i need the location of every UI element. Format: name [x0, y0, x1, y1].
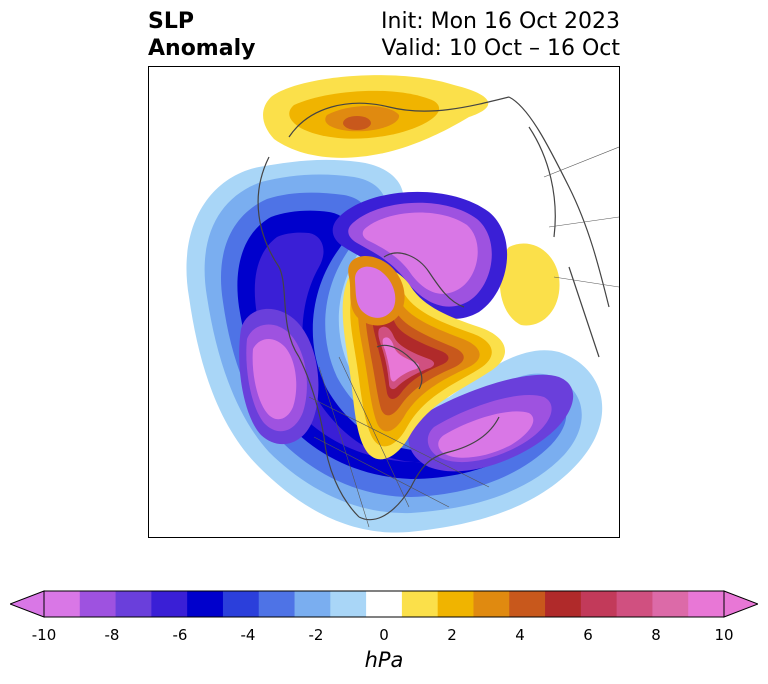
colorbar-tick-label: -4 — [240, 626, 256, 644]
colorbar-tick-label: -2 — [308, 626, 324, 644]
colorbar-tick-label: -6 — [172, 626, 188, 644]
colorbar-segment — [151, 591, 188, 617]
anomaly-high-asia — [499, 243, 560, 326]
colorbar-border — [43, 590, 725, 618]
colorbar-tick-label: -10 — [31, 626, 57, 644]
colorbar-segment — [509, 591, 546, 617]
colorbar-segment — [652, 591, 689, 617]
colorbar-segment — [688, 591, 725, 617]
colorbar-segment — [330, 591, 367, 617]
title-variable: SLP — [148, 9, 194, 34]
colorbar-segment — [616, 591, 653, 617]
colorbar-segment — [187, 591, 224, 617]
colorbar-segment — [44, 591, 81, 617]
colorbar-tick-label: 2 — [447, 626, 457, 644]
colorbar-segment — [580, 591, 618, 617]
colorbar-extend-max — [723, 590, 758, 618]
colorbar-segment — [115, 591, 152, 617]
colorbar-tick-label: 8 — [651, 626, 661, 644]
colorbar-segment — [258, 591, 296, 617]
colorbar-segment — [79, 591, 117, 617]
colorbar-tick-label: -8 — [104, 626, 120, 644]
colorbar-extend-min — [10, 590, 45, 618]
colorbar-segment — [437, 591, 474, 617]
chart-date-info: Init: Mon 16 Oct 2023 Valid: 10 Oct – 16… — [381, 8, 620, 62]
colorbar — [10, 590, 758, 618]
title-type: Anomaly — [148, 36, 256, 61]
colorbar-tick-label: 4 — [515, 626, 525, 644]
colorbar-segment — [294, 591, 331, 617]
valid-range: Valid: 10 Oct – 16 Oct — [381, 36, 620, 61]
colorbar-tick-label: 0 — [379, 626, 389, 644]
graticule — [308, 146, 619, 528]
colorbar-segment — [473, 591, 510, 617]
chart-title: SLP Anomaly — [148, 8, 255, 62]
anomaly-map-svg — [186, 75, 619, 533]
colorbar-segment — [545, 591, 582, 617]
anomaly-map — [148, 66, 620, 538]
colorbar-tick-label: 10 — [714, 626, 734, 644]
colorbar-segment — [366, 591, 403, 617]
colorbar-segment — [222, 591, 260, 617]
colorbar-tick-label: 6 — [583, 626, 593, 644]
init-date: Init: Mon 16 Oct 2023 — [381, 9, 620, 34]
colorbar-segment — [401, 591, 439, 617]
colorbar-label: hPa — [364, 648, 404, 672]
